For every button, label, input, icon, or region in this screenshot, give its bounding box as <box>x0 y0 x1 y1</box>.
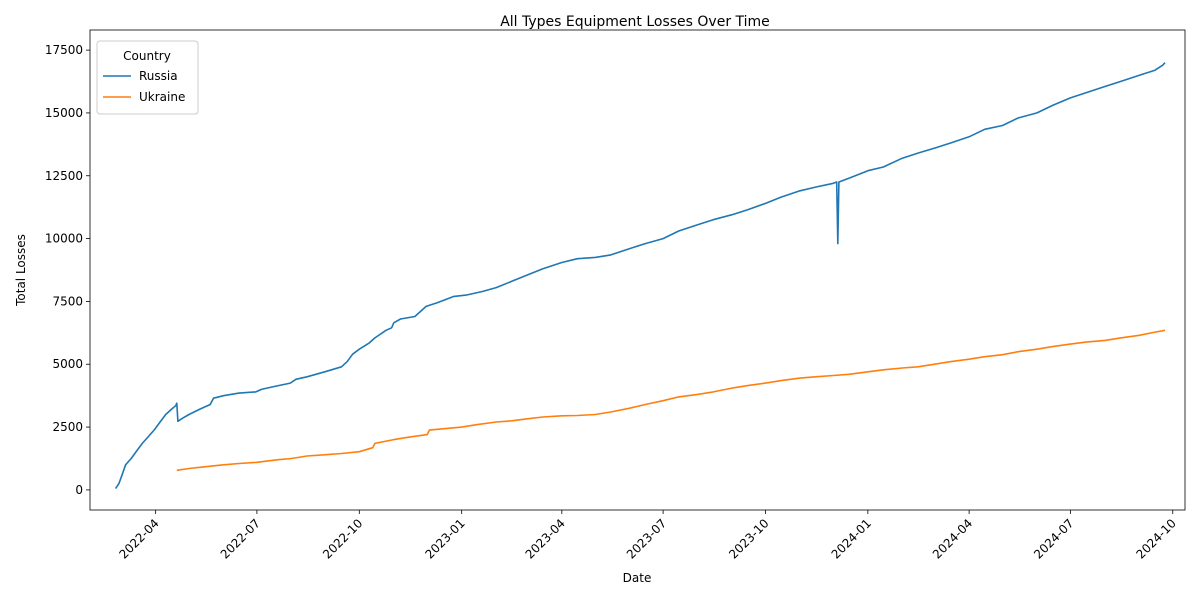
y-tick-label: 2500 <box>52 420 83 434</box>
y-axis-ticks: 0 2500 5000 7500 10000 12500 15000 17500 <box>45 43 90 497</box>
y-tick-label: 12500 <box>45 169 83 183</box>
series-layer <box>114 62 1166 490</box>
x-axis-label: Date <box>623 571 652 585</box>
legend-title: Country <box>123 49 171 63</box>
legend-box <box>96 40 199 115</box>
chart-title: All Types Equipment Losses Over Time <box>500 14 770 30</box>
legend-label-ukraine: Ukraine <box>139 90 185 104</box>
y-tick-label: 5000 <box>52 357 83 371</box>
plot-frame <box>89 29 1186 511</box>
y-axis-label: Total Losses <box>14 234 28 307</box>
series-line-ukraine <box>176 329 1166 472</box>
y-tick-label: 7500 <box>52 294 83 308</box>
legend-label-russia: Russia <box>139 69 178 83</box>
y-tick-label: 17500 <box>45 43 83 57</box>
y-tick-label: 0 <box>75 483 83 497</box>
legend: Country Russia Ukraine <box>96 40 199 115</box>
y-tick-label: 10000 <box>45 232 83 246</box>
y-tick-label: 15000 <box>45 106 83 120</box>
series-line-russia <box>114 62 1166 490</box>
